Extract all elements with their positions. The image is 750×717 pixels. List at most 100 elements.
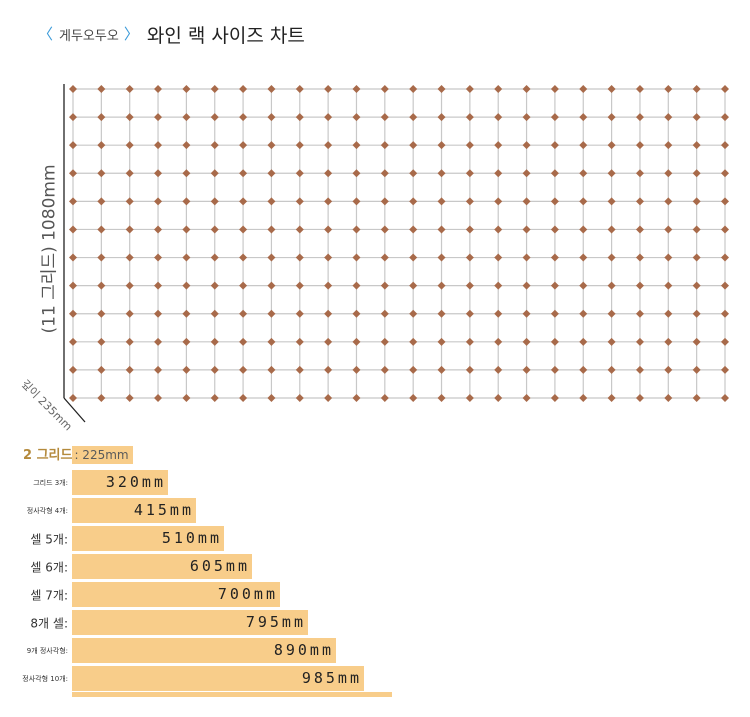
grid-node: [267, 337, 276, 346]
size-row-label: 8개 셀:: [30, 616, 68, 630]
size-row-2: 2 그리드: 225mm: [0, 443, 140, 468]
grid-node: [465, 337, 474, 346]
grid-node: [97, 85, 106, 93]
grid-node: [154, 113, 163, 122]
grid-node: [97, 169, 106, 178]
grid-node: [352, 169, 361, 178]
grid-node: [97, 225, 106, 234]
grid-node: [692, 113, 701, 122]
size-row-6: 셀 6개: 605mm: [0, 554, 260, 579]
grid-node: [437, 281, 446, 290]
grid-node: [409, 197, 418, 206]
grid-node: [550, 141, 559, 150]
grid-node: [664, 394, 673, 402]
grid-node: [239, 365, 248, 374]
grid-node: [380, 281, 389, 290]
brand-name[interactable]: 게두오두오: [59, 28, 119, 44]
size-row-label: 셀 5개:: [30, 532, 68, 546]
grid-node: [635, 337, 644, 346]
grid-node: [380, 225, 389, 234]
size-row-label: 셀 6개:: [30, 560, 68, 574]
grid-node: [437, 309, 446, 318]
grid-node: [324, 169, 333, 178]
left-chevron-icon: 〈: [38, 24, 54, 43]
grid-node: [692, 309, 701, 318]
grid-node: [125, 225, 134, 234]
grid-node: [721, 365, 729, 374]
grid-node: [494, 225, 503, 234]
grid-node: [239, 253, 248, 262]
grid-node: [154, 197, 163, 206]
grid-node: [210, 113, 219, 122]
grid-node: [239, 141, 248, 150]
grid-node: [664, 365, 673, 374]
grid-node: [409, 225, 418, 234]
grid-node: [664, 85, 673, 93]
grid-node: [494, 281, 503, 290]
grid-node: [579, 197, 588, 206]
grid-node: [409, 281, 418, 290]
grid-node: [210, 253, 219, 262]
grid-node: [69, 309, 77, 318]
grid-node: [664, 197, 673, 206]
depth-axis-line: [63, 397, 86, 423]
grid-node: [494, 113, 503, 122]
grid-node: [409, 85, 418, 93]
grid-node: [579, 113, 588, 122]
grid-node: [522, 141, 531, 150]
grid-node: [267, 253, 276, 262]
right-chevron-icon: 〉: [123, 24, 139, 43]
grid-node: [267, 141, 276, 150]
size-row-10: 정사각형 10개: 985mm: [0, 666, 380, 691]
grid-node: [69, 113, 77, 122]
grid-node: [692, 394, 701, 402]
grid-node: [692, 141, 701, 150]
grid-node: [437, 169, 446, 178]
grid-node: [522, 337, 531, 346]
grid-node: [154, 281, 163, 290]
grid-node: [267, 113, 276, 122]
grid-node: [579, 337, 588, 346]
grid-node: [125, 337, 134, 346]
grid-node: [210, 169, 219, 178]
grid-node: [721, 113, 729, 122]
grid-node: [635, 197, 644, 206]
grid-node: [409, 169, 418, 178]
grid-node: [550, 309, 559, 318]
grid-node: [182, 337, 191, 346]
grid-node: [522, 85, 531, 93]
grid-node: [579, 309, 588, 318]
grid-node: [465, 225, 474, 234]
grid-node: [154, 253, 163, 262]
grid-node: [465, 365, 474, 374]
grid-node: [465, 141, 474, 150]
grid-node: [579, 225, 588, 234]
grid-node: [182, 169, 191, 178]
grid-node: [210, 309, 219, 318]
grid-node: [664, 253, 673, 262]
grid-node: [125, 141, 134, 150]
grid-node: [607, 225, 616, 234]
grid-node: [635, 85, 644, 93]
height-label: (11 그리드) 1080mm: [39, 164, 60, 334]
grid-node: [239, 197, 248, 206]
grid-node: [125, 197, 134, 206]
grid-node: [97, 281, 106, 290]
grid-node: [380, 309, 389, 318]
grid-node: [97, 365, 106, 374]
grid-node: [352, 141, 361, 150]
grid-node: [465, 85, 474, 93]
size-row-2-content: 2 그리드: 225mm: [23, 443, 133, 468]
grid-node: [721, 394, 729, 402]
grid-node: [721, 253, 729, 262]
grid-node: [295, 337, 304, 346]
grid-node: [380, 141, 389, 150]
grid-node: [494, 365, 503, 374]
grid-node: [239, 85, 248, 93]
grid-node: [352, 309, 361, 318]
grid-node: [635, 169, 644, 178]
grid-node: [494, 197, 503, 206]
size-row-11-partial: [0, 692, 400, 717]
grid-node: [465, 197, 474, 206]
size-bar: 415mm: [72, 498, 196, 523]
